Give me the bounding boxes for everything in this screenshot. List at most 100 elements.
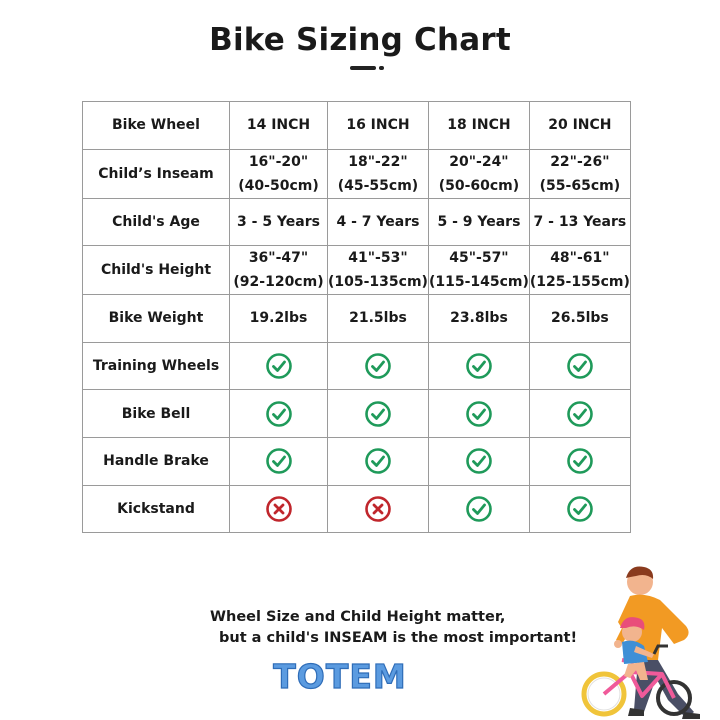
check-circle-icon [365,448,391,475]
table-cell: 48"-61" (125-155cm) [528,245,631,296]
row-label: Bike Wheel [82,101,230,150]
row-label: Child's Height [82,245,230,296]
wheel-size-cell: 18 INCH [427,101,530,150]
table-cell: 5 - 9 Years [427,197,530,247]
table-cell: 41"-53" (105-135cm) [327,245,429,296]
table-row: Child’s Inseam 16"-20" (40-50cm) 18"-22" (45… [82,148,631,199]
wheel-size-cell: 16 INCH [327,101,429,150]
feature-excluded-cell [229,484,328,534]
table-cell: 3 - 5 Years [229,197,328,247]
cell-text: (40-50cm) [238,177,319,194]
feature-included-cell [528,341,631,391]
table-cell: 36"-47" (92-120cm) [229,245,328,296]
table-cell: 4 - 7 Years [327,197,429,247]
cell-text: 20"-24" [449,153,509,170]
cell-text: 5 - 9 Years [437,213,521,230]
check-circle-icon [466,496,492,522]
check-circle-icon [265,400,292,427]
row-label: Kickstand [82,484,230,534]
cell-text: 45"-57" [449,250,509,267]
cell-text: 18"-22" [348,153,408,170]
check-circle-icon [466,448,492,475]
feature-included-cell [528,484,631,534]
cell-text: 22"-26" [550,153,610,170]
cell-text: (55-65cm) [539,177,621,194]
page-title: Bike Sizing Chart [209,22,511,58]
parent-child-bike-illustration [578,562,720,720]
table-row-bike-wheel: Bike Wheel 14 INCH 16 INCH 18 INCH 20 INCH [82,101,631,150]
table-cell: 23.8lbs [427,294,530,343]
feature-included-cell [327,389,429,438]
feature-included-cell [427,484,530,534]
feature-row: Bike Bell [82,389,631,438]
footer-note-line-2: but a child's INSEAM is the most importa… [219,630,578,646]
cell-text: (115-145cm) [428,274,529,291]
feature-included-cell [528,389,631,438]
table-cell: 19.2lbs [229,294,328,343]
cell-text: (105-135cm) [328,274,428,291]
row-label: Handle Brake [82,436,230,486]
check-circle-icon [466,400,492,427]
underline-bar [350,66,376,70]
check-circle-icon [265,353,292,379]
row-label: Bike Weight [82,294,230,343]
table-cell: 26.5lbs [528,294,631,343]
table-cell: 16"-20" (40-50cm) [229,148,328,199]
feature-included-cell [229,389,328,438]
row-label: Training Wheels [82,341,230,391]
x-circle-icon [265,496,292,522]
row-label: Bike Bell [82,389,230,438]
table-cell: 18"-22" (45-55cm) [327,148,429,199]
check-circle-icon [365,400,391,427]
check-circle-icon [265,448,292,475]
check-circle-icon [567,448,593,475]
cell-text: 23.8lbs [450,310,508,327]
cell-text: 3 - 5 Years [237,213,320,230]
feature-included-cell [229,341,328,391]
cell-text: 16"-20" [248,153,309,170]
cell-text: 48"-61" [550,250,610,267]
title-underline-decoration [350,64,390,72]
feature-row: Training Wheels [82,341,631,391]
cell-text: 19.2lbs [249,310,308,327]
cell-text: 26.5lbs [551,310,609,327]
table-row: Bike Weight 19.2lbs 21.5lbs 23.8lbs 26.5lbs [82,294,631,343]
cell-text: (125-155cm) [529,274,630,291]
row-label: Child’s Inseam [82,148,230,199]
cell-text: 21.5lbs [349,310,407,327]
feature-included-cell [427,436,530,486]
feature-included-cell [327,436,429,486]
table-cell: 22"-26" (55-65cm) [528,148,631,199]
cell-text: 7 - 13 Years [533,213,627,230]
table-cell: 7 - 13 Years [528,197,631,247]
cell-text: (45-55cm) [337,177,419,194]
feature-included-cell [229,436,328,486]
cell-text: 41"-53" [348,250,408,267]
cell-text: (92-120cm) [233,274,324,291]
check-circle-icon [567,353,593,379]
sizing-table: Bike Wheel 14 INCH 16 INCH 18 INCH 20 INCH Ch… [82,101,631,534]
check-circle-icon [466,353,492,379]
feature-included-cell [327,341,429,391]
footer-note-line-1: Wheel Size and Child Height matter, [210,609,506,625]
check-circle-icon [567,496,593,522]
brand-logo: TOTEM [268,654,413,698]
table-cell: 21.5lbs [327,294,429,343]
feature-excluded-cell [327,484,429,534]
brand-wordmark: TOTEM [273,657,406,696]
table-cell: 45"-57" (115-145cm) [427,245,530,296]
table-cell: 20"-24" (50-60cm) [427,148,530,199]
feature-row: Handle Brake [82,436,631,486]
cell-text: (50-60cm) [438,177,520,194]
check-circle-icon [365,353,391,379]
wheel-size-cell: 14 INCH [229,101,328,150]
table-row: Child's Height 36"-47" (92-120cm) 41"-53" (1… [82,245,631,296]
table-row: Child's Age 3 - 5 Years 4 - 7 Years 5 - 9 Y… [82,197,631,247]
x-circle-icon [365,496,391,522]
check-circle-icon [567,400,593,427]
feature-included-cell [427,341,530,391]
cell-text: 36"-47" [248,250,309,267]
feature-included-cell [528,436,631,486]
cell-text: 4 - 7 Years [336,213,420,230]
feature-included-cell [427,389,530,438]
